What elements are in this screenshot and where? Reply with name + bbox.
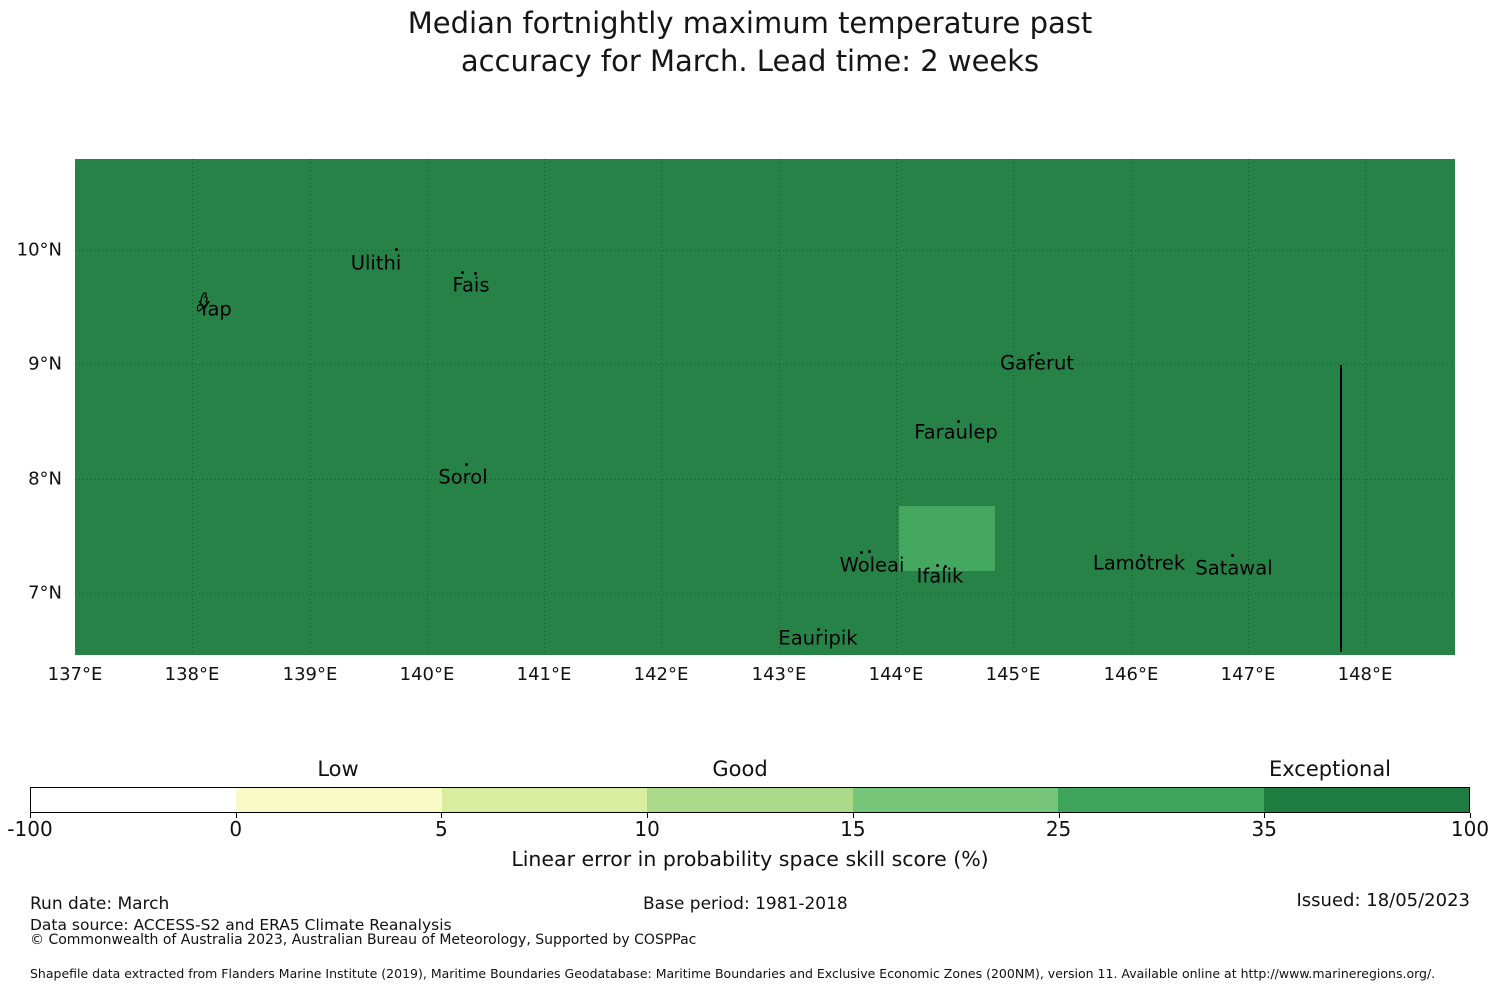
island-dot-eauripik	[817, 628, 820, 631]
colorbar-segment-15-to-25	[852, 788, 1059, 812]
island-dot-woleai	[868, 550, 871, 553]
colorbar-category-low: Low	[317, 757, 359, 781]
island-label-satawal: Satawal	[1195, 556, 1273, 580]
colorbar-tick-label: 0	[229, 817, 243, 841]
island-label-lamotrek: Lamotrek	[1092, 551, 1186, 575]
x-tick-label: 143°E	[751, 664, 807, 685]
island-dot-fais	[461, 271, 464, 274]
island-label-woleai: Woleai	[839, 553, 905, 577]
x-tick-label: 146°E	[1103, 664, 1159, 685]
x-tick-label: 148°E	[1337, 664, 1393, 685]
island-label-faraulep: Faraulep	[914, 420, 998, 444]
island-label-yap: Yap	[198, 297, 232, 321]
y-tick-label: 10°N	[16, 239, 62, 261]
parallel-gridline	[75, 479, 1455, 480]
island-label-eauripik: Eauripik	[778, 626, 858, 650]
run-date-text: Run date: March	[30, 894, 170, 914]
colorbar-category-good: Good	[712, 757, 768, 781]
colorbar-segment-10-to-15	[647, 788, 853, 812]
island-dot-fais	[474, 272, 477, 275]
meridian-gridline	[1248, 159, 1249, 655]
chart-title-line1: Median fortnightly maximum temperature p…	[407, 6, 1093, 40]
colorbar	[30, 787, 1470, 813]
island-dot-ulithi	[395, 248, 398, 251]
island-label-fais: Fais	[452, 273, 490, 297]
island-dot-gaferut	[1037, 352, 1040, 355]
island-label-gaferut: Gaferut	[1000, 351, 1074, 375]
colorbar-tick-label: 100	[1450, 817, 1490, 841]
x-tick-label: 147°E	[1220, 664, 1276, 685]
colorbar-tick-label: 10	[634, 817, 660, 841]
map-plot-area: Yap Ulithi Fais Sorol Gaferut Faraulep Woleai I…	[75, 159, 1455, 655]
parallel-gridline	[75, 364, 1455, 365]
data-source-text: Data source: ACCESS-S2 and ERA5 Climate …	[30, 916, 452, 934]
y-tick-label: 7°N	[28, 582, 62, 604]
chart-title: Median fortnightly maximum temperature p…	[0, 4, 1500, 80]
meridian-gridline	[1365, 159, 1366, 655]
colorbar-axis-label: Linear error in probability space skill …	[511, 847, 989, 871]
island-dot-ifalik	[936, 564, 939, 567]
meridian-gridline	[192, 159, 193, 655]
colorbar-tick-label: 25	[1045, 817, 1072, 841]
island-dot-ifalik	[944, 565, 947, 568]
meridian-gridline	[544, 159, 545, 655]
colorbar-tick	[1470, 813, 1471, 818]
x-tick-label: 139°E	[282, 664, 338, 685]
meridian-gridline	[896, 159, 897, 655]
meridian-gridline	[1131, 159, 1132, 655]
colorbar-tick	[1058, 813, 1060, 818]
meridian-gridline	[779, 159, 780, 655]
issued-date-text: Issued: 18/05/2023	[1296, 890, 1470, 911]
skill-grid-cell-woleai	[899, 506, 995, 571]
x-tick-label: 145°E	[985, 664, 1041, 685]
base-period-text: Base period: 1981-2018	[643, 894, 848, 914]
colorbar-tick	[235, 813, 237, 818]
shapefile-attribution-text: Shapefile data extracted from Flanders M…	[30, 966, 1436, 981]
colorbar-segment-35-to-100	[1263, 788, 1469, 812]
island-label-sorol: Sorol	[438, 465, 488, 489]
x-tick-label: 142°E	[633, 664, 689, 685]
colorbar-category-exceptional: Exceptional	[1268, 757, 1392, 781]
colorbar-tick	[852, 813, 854, 818]
x-tick-label: 144°E	[868, 664, 924, 685]
copyright-text: © Commonwealth of Australia 2023, Austra…	[30, 932, 697, 948]
colorbar-tick-label: 35	[1251, 817, 1278, 841]
colorbar-tick-label: 5	[435, 817, 448, 841]
parallel-gridline	[75, 250, 1455, 251]
x-tick-label: 141°E	[516, 664, 572, 685]
parallel-gridline	[75, 593, 1455, 594]
meridian-gridline	[1013, 159, 1014, 655]
island-label-ifalik: Ifalik	[916, 564, 964, 588]
island-dot-lamotrek	[1140, 554, 1143, 557]
island-dot-sorol	[465, 463, 468, 466]
x-tick-label: 137°E	[47, 664, 103, 685]
colorbar-segment-5-to-10	[441, 788, 648, 812]
chart-title-line2: accuracy for March. Lead time: 2 weeks	[460, 44, 1040, 78]
island-dot-woleai	[860, 551, 863, 554]
x-tick-label: 140°E	[399, 664, 455, 685]
yap-island-shape	[196, 292, 208, 312]
y-tick-label: 9°N	[28, 353, 62, 375]
colorbar-tick-label: -100	[7, 817, 53, 841]
island-dot-satawal	[1231, 554, 1234, 557]
meridian-gridline	[661, 159, 662, 655]
island-dot-faraulep	[957, 420, 960, 423]
colorbar-tick	[441, 813, 443, 818]
meridian-gridline	[310, 159, 311, 655]
meridian-gridline	[427, 159, 428, 655]
colorbar-tick	[30, 813, 31, 818]
colorbar-segment--100-to-0	[31, 788, 237, 812]
colorbar-tick-label: 15	[840, 817, 866, 841]
x-tick-label: 138°E	[164, 664, 220, 685]
eez-boundary-line	[1340, 365, 1342, 652]
y-tick-label: 8°N	[28, 468, 62, 490]
colorbar-tick	[1264, 813, 1266, 818]
colorbar-segment-25-to-35	[1058, 788, 1264, 812]
island-label-ulithi: Ulithi	[350, 251, 402, 275]
colorbar-tick	[647, 813, 649, 818]
colorbar-segment-0-to-5	[236, 788, 442, 812]
